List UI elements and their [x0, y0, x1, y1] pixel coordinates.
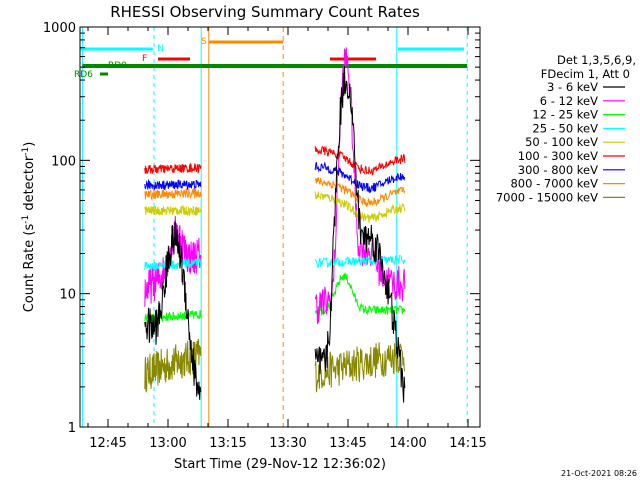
y-tick-label: 1000 — [43, 21, 76, 36]
x-tick-label: 13:45 — [329, 436, 366, 451]
legend-entry-label: 50 - 100 keV — [525, 135, 598, 149]
timestamp-label: 21-Oct-2021 08:26 — [561, 469, 637, 478]
legend: Det 1,3,5,6,9,FDecim 1, Att 03 - 6 keV6 … — [496, 53, 636, 204]
legend-entry-label: 3 - 6 keV — [547, 80, 598, 94]
series-line — [144, 187, 202, 201]
x-axis-label: Start Time (29-Nov-12 12:36:02) — [174, 457, 386, 472]
y-tick-label: 1 — [68, 421, 76, 436]
legend-entry-label: 25 - 50 keV — [532, 121, 598, 135]
flag-label: S — [201, 37, 207, 47]
y-axis-label-part: detector — [22, 155, 37, 215]
y-axis-label-sup: -1 — [21, 147, 31, 156]
series-line — [144, 256, 202, 271]
legend-entry-label: 800 - 7000 keV — [510, 177, 598, 191]
series-line — [144, 221, 202, 400]
chart-title: RHESSI Observing Summary Count Rates — [110, 3, 420, 21]
series-line — [314, 47, 406, 325]
flag-label: RD0 — [108, 61, 127, 71]
series-line — [144, 178, 202, 191]
series-line — [314, 342, 406, 393]
y-axis-label: Count Rate (s-1 detector-1) — [21, 142, 37, 313]
y-tick-label: 10 — [59, 288, 76, 303]
series-line — [314, 66, 406, 403]
series-line — [314, 145, 406, 176]
plot-area: N S F RD0 RD6 — [74, 27, 468, 427]
x-tick-label: 14:00 — [389, 436, 426, 451]
x-axis: 12:45 13:00 13:15 13:30 13:45 14:00 14:15 — [87, 27, 487, 451]
plot-frame — [79, 26, 481, 428]
legend-entry-label: 300 - 800 keV — [518, 163, 598, 177]
y-tick-label: 100 — [51, 154, 76, 169]
legend-header: Det 1,3,5,6,9, — [557, 53, 636, 67]
x-tick-label: 13:00 — [149, 436, 186, 451]
series-line — [314, 255, 406, 269]
x-tick-label: 12:45 — [89, 436, 126, 451]
x-tick-label: 14:15 — [449, 436, 486, 451]
series-line — [314, 161, 406, 194]
series-line — [314, 177, 406, 207]
y-axis-label-part: ) — [22, 142, 37, 147]
flag-label: N — [157, 44, 164, 54]
x-tick-label: 13:30 — [269, 436, 306, 451]
legend-entry-label: 6 - 12 keV — [540, 94, 598, 108]
y-axis-label-part: Count Rate (s — [22, 224, 37, 313]
legend-entry-label: 12 - 25 keV — [532, 108, 598, 122]
y-axis: 1 10 100 1000 — [43, 21, 480, 436]
legend-entry-label: 7000 - 15000 keV — [496, 190, 598, 204]
x-tick-label: 13:15 — [209, 436, 246, 451]
series-line — [144, 162, 202, 174]
legend-entry-label: 100 - 300 keV — [518, 149, 598, 163]
series-line — [144, 204, 202, 217]
flag-label: F — [142, 54, 147, 64]
series-line — [144, 309, 202, 323]
flag-label: RD6 — [74, 70, 93, 80]
legend-header: FDecim 1, Att 0 — [541, 67, 630, 81]
y-axis-label-sup: -1 — [21, 215, 31, 224]
